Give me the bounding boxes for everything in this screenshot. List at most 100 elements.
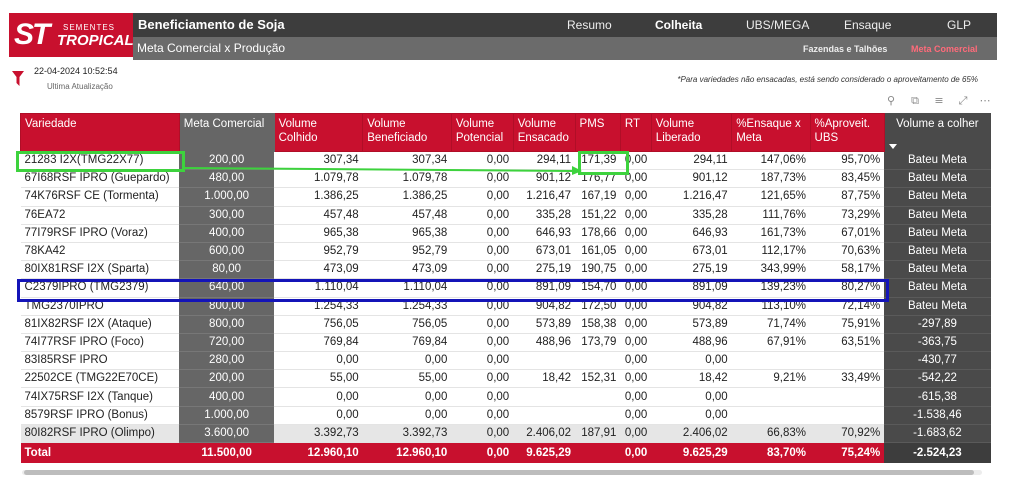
- col-header-volume-potencial[interactable]: Volume Potencial: [450, 113, 514, 152]
- cell-ensaque-x-meta: 67,91%: [731, 333, 811, 353]
- table-row[interactable]: 8579RSF IPRO (Bonus) 1.000,00 0,00 0,00 0,00…: [20, 406, 991, 425]
- cell-volume-beneficiado: 965,38: [362, 224, 452, 243]
- col-header-volume-liberado[interactable]: Volume Liberado: [650, 113, 733, 152]
- col-header-volume-a-colher[interactable]: Volume a colher: [883, 113, 992, 152]
- cell-volume-beneficiado: 0,00: [362, 406, 452, 425]
- funnel-filter-icon[interactable]: [12, 71, 24, 87]
- cell-ensaque-x-meta: 147,06%: [731, 151, 811, 171]
- cell-volume-potencial: 0,00: [451, 297, 514, 316]
- col-header-aproveit-ubs[interactable]: %Aproveit. UBS: [809, 113, 885, 152]
- more-options-icon[interactable]: ⋯: [979, 94, 991, 107]
- cell-meta-comercial: 400,00: [179, 387, 275, 407]
- cell-volume-a-colher: -363,75: [884, 333, 991, 353]
- cell-volume-colhido: 756,05: [274, 315, 363, 334]
- cell-ensaque-x-meta: [731, 387, 811, 407]
- nav-ensaque[interactable]: Ensaque: [844, 18, 892, 32]
- col-header-ensaque-x-meta[interactable]: %Ensaque x Meta: [731, 113, 811, 152]
- table-row[interactable]: TMG2370IPRO 800,00 1.254,33 1.254,33 0,00 904…: [20, 297, 991, 316]
- cell-pms: 158,38: [575, 315, 621, 334]
- col-header-volume-ensacado[interactable]: Volume Ensacado: [512, 113, 576, 152]
- cell-volume-liberado: 275,19: [651, 260, 732, 280]
- filter-icon[interactable]: ≡: [934, 94, 944, 107]
- cell-volume-liberado: 1.216,47: [651, 187, 732, 207]
- cell-rt: 0,00: [620, 369, 652, 389]
- cell-variedade: 80I82RSF IPRO (Olimpo): [20, 424, 180, 444]
- last-update-timestamp: 22-04-2024 10:52:54: [34, 66, 118, 76]
- cell-volume-ensacado: 904,82: [513, 297, 576, 316]
- pin-icon[interactable]: ⚲: [886, 94, 896, 107]
- cell-volume-colhido: 1.386,25: [274, 187, 363, 207]
- cell-aproveit-ubs: 70,63%: [810, 242, 885, 262]
- table-row[interactable]: 74IX75RSF I2X (Tanque) 400,00 0,00 0,00 0,00…: [20, 387, 991, 407]
- col-header-volume-colhido[interactable]: Volume Colhido: [273, 113, 364, 152]
- cell-pms: [575, 387, 621, 407]
- cell-volume-ensacado: [513, 406, 576, 425]
- cell-volume-potencial: 0,00: [451, 424, 514, 444]
- col-header-volume-beneficiado[interactable]: Volume Beneficiado: [362, 113, 452, 152]
- cell-volume-liberado: 673,01: [651, 242, 732, 262]
- cell-meta-comercial: 1.000,00: [179, 187, 275, 207]
- cell-variedade: 74K76RSF CE (Tormenta): [20, 187, 180, 207]
- nav-glp[interactable]: GLP: [947, 18, 972, 32]
- cell-rt: 0,00: [620, 206, 652, 225]
- cell-volume-colhido: 1.254,33: [274, 297, 363, 316]
- cell-volume-ensacado: 891,09: [513, 278, 576, 298]
- total-cell-volume-liberado: 9.625,29: [651, 442, 732, 463]
- nav-colheita[interactable]: Colheita: [655, 18, 703, 32]
- table-row[interactable]: 74I77RSF IPRO (Foco) 720,00 769,84 769,84 0,…: [20, 333, 991, 353]
- app-title: Beneficiamento de Soja: [138, 17, 285, 32]
- table-row[interactable]: 22502CE (TMG22E70CE) 200,00 55,00 55,00 0,00…: [20, 369, 991, 389]
- cell-pms: 187,91: [575, 424, 621, 444]
- brand-logo: ST SEMENTES TROPICAL: [9, 13, 134, 57]
- col-header-rt[interactable]: RT: [619, 113, 652, 152]
- total-cell-volume-colhido: 12.960,10: [274, 442, 363, 463]
- table-header-row: Variedade Meta Comercial Volume Colhido …: [20, 113, 992, 152]
- copy-icon[interactable]: ⧉: [911, 94, 919, 107]
- cell-volume-colhido: 1.079,78: [274, 169, 363, 189]
- total-cell-volume-beneficiado: 12.960,10: [362, 442, 452, 463]
- table-row[interactable]: 81IX82RSF I2X (Ataque) 800,00 756,05 756,05…: [20, 315, 991, 334]
- sort-descending-icon[interactable]: [888, 144, 897, 149]
- table-row[interactable]: 83I85RSF IPRO 280,00 0,00 0,00 0,00 0,00 0,00-…: [20, 351, 991, 371]
- cell-volume-ensacado: 673,01: [513, 242, 576, 262]
- table-row[interactable]: 77I79RSF IPRO (Voraz) 400,00 965,38 965,38 0…: [20, 224, 991, 243]
- cell-pms: [575, 406, 621, 425]
- table-row[interactable]: 21283 I2X(TMG22X77) 200,00 307,34 307,34 0,0…: [20, 151, 991, 171]
- table-row[interactable]: 80I82RSF IPRO (Olimpo) 3.600,00 3.392,73 3.…: [20, 424, 991, 444]
- tab-meta-comercial[interactable]: Meta Comercial: [911, 44, 978, 54]
- cell-variedade: 22502CE (TMG22E70CE): [20, 369, 180, 389]
- table-row[interactable]: C2379IPRO (TMG2379) 640,00 1.110,04 1.110,0…: [20, 278, 991, 298]
- cell-rt: 0,00: [620, 151, 652, 171]
- cell-volume-potencial: 0,00: [451, 242, 514, 262]
- cell-aproveit-ubs: 75,91%: [810, 315, 885, 334]
- col-header-variedade[interactable]: Variedade: [20, 113, 180, 152]
- cell-variedade: 81IX82RSF I2X (Ataque): [20, 315, 180, 334]
- cell-variedade: 74IX75RSF I2X (Tanque): [20, 387, 180, 407]
- focus-mode-icon[interactable]: ⤢: [958, 94, 968, 107]
- cell-ensaque-x-meta: 111,76%: [731, 206, 811, 225]
- nav-resumo[interactable]: Resumo: [567, 18, 612, 32]
- table-row[interactable]: 80IX81RSF I2X (Sparta) 80,00 473,09 473,09 0…: [20, 260, 991, 280]
- cell-ensaque-x-meta: 187,73%: [731, 169, 811, 189]
- cell-meta-comercial: 480,00: [179, 169, 275, 189]
- cell-volume-liberado: 0,00: [651, 351, 732, 371]
- scrollbar-thumb[interactable]: [24, 470, 974, 475]
- cell-meta-comercial: 200,00: [179, 151, 275, 171]
- tab-fazendas-talhoes[interactable]: Fazendas e Talhões: [803, 44, 888, 54]
- logo-mark: ST: [14, 18, 50, 51]
- table-row[interactable]: 74K76RSF CE (Tormenta) 1.000,00 1.386,25 1.…: [20, 187, 991, 207]
- cell-volume-colhido: 473,09: [274, 260, 363, 280]
- cell-pms: 190,75: [575, 260, 621, 280]
- nav-ubs-mega[interactable]: UBS/MEGA: [746, 18, 810, 32]
- table-row[interactable]: 76EA72 300,00 457,48 457,48 0,00 335,28 151,22…: [20, 206, 991, 225]
- cell-variedade: 21283 I2X(TMG22X77): [20, 151, 180, 171]
- cell-variedade: 74I77RSF IPRO (Foco): [20, 333, 180, 353]
- table-row[interactable]: 67I68RSF IPRO (Guepardo) 480,00 1.079,78 1.…: [20, 169, 991, 189]
- cell-pms: 152,31: [575, 369, 621, 389]
- cell-meta-comercial: 800,00: [179, 297, 275, 316]
- cell-volume-beneficiado: 55,00: [362, 369, 452, 389]
- col-header-meta-comercial[interactable]: Meta Comercial: [178, 113, 275, 152]
- table-row[interactable]: 78KA42 600,00 952,79 952,79 0,00 673,01 161,05…: [20, 242, 991, 262]
- col-header-pms[interactable]: PMS: [574, 113, 621, 152]
- horizontal-scrollbar[interactable]: [22, 470, 982, 475]
